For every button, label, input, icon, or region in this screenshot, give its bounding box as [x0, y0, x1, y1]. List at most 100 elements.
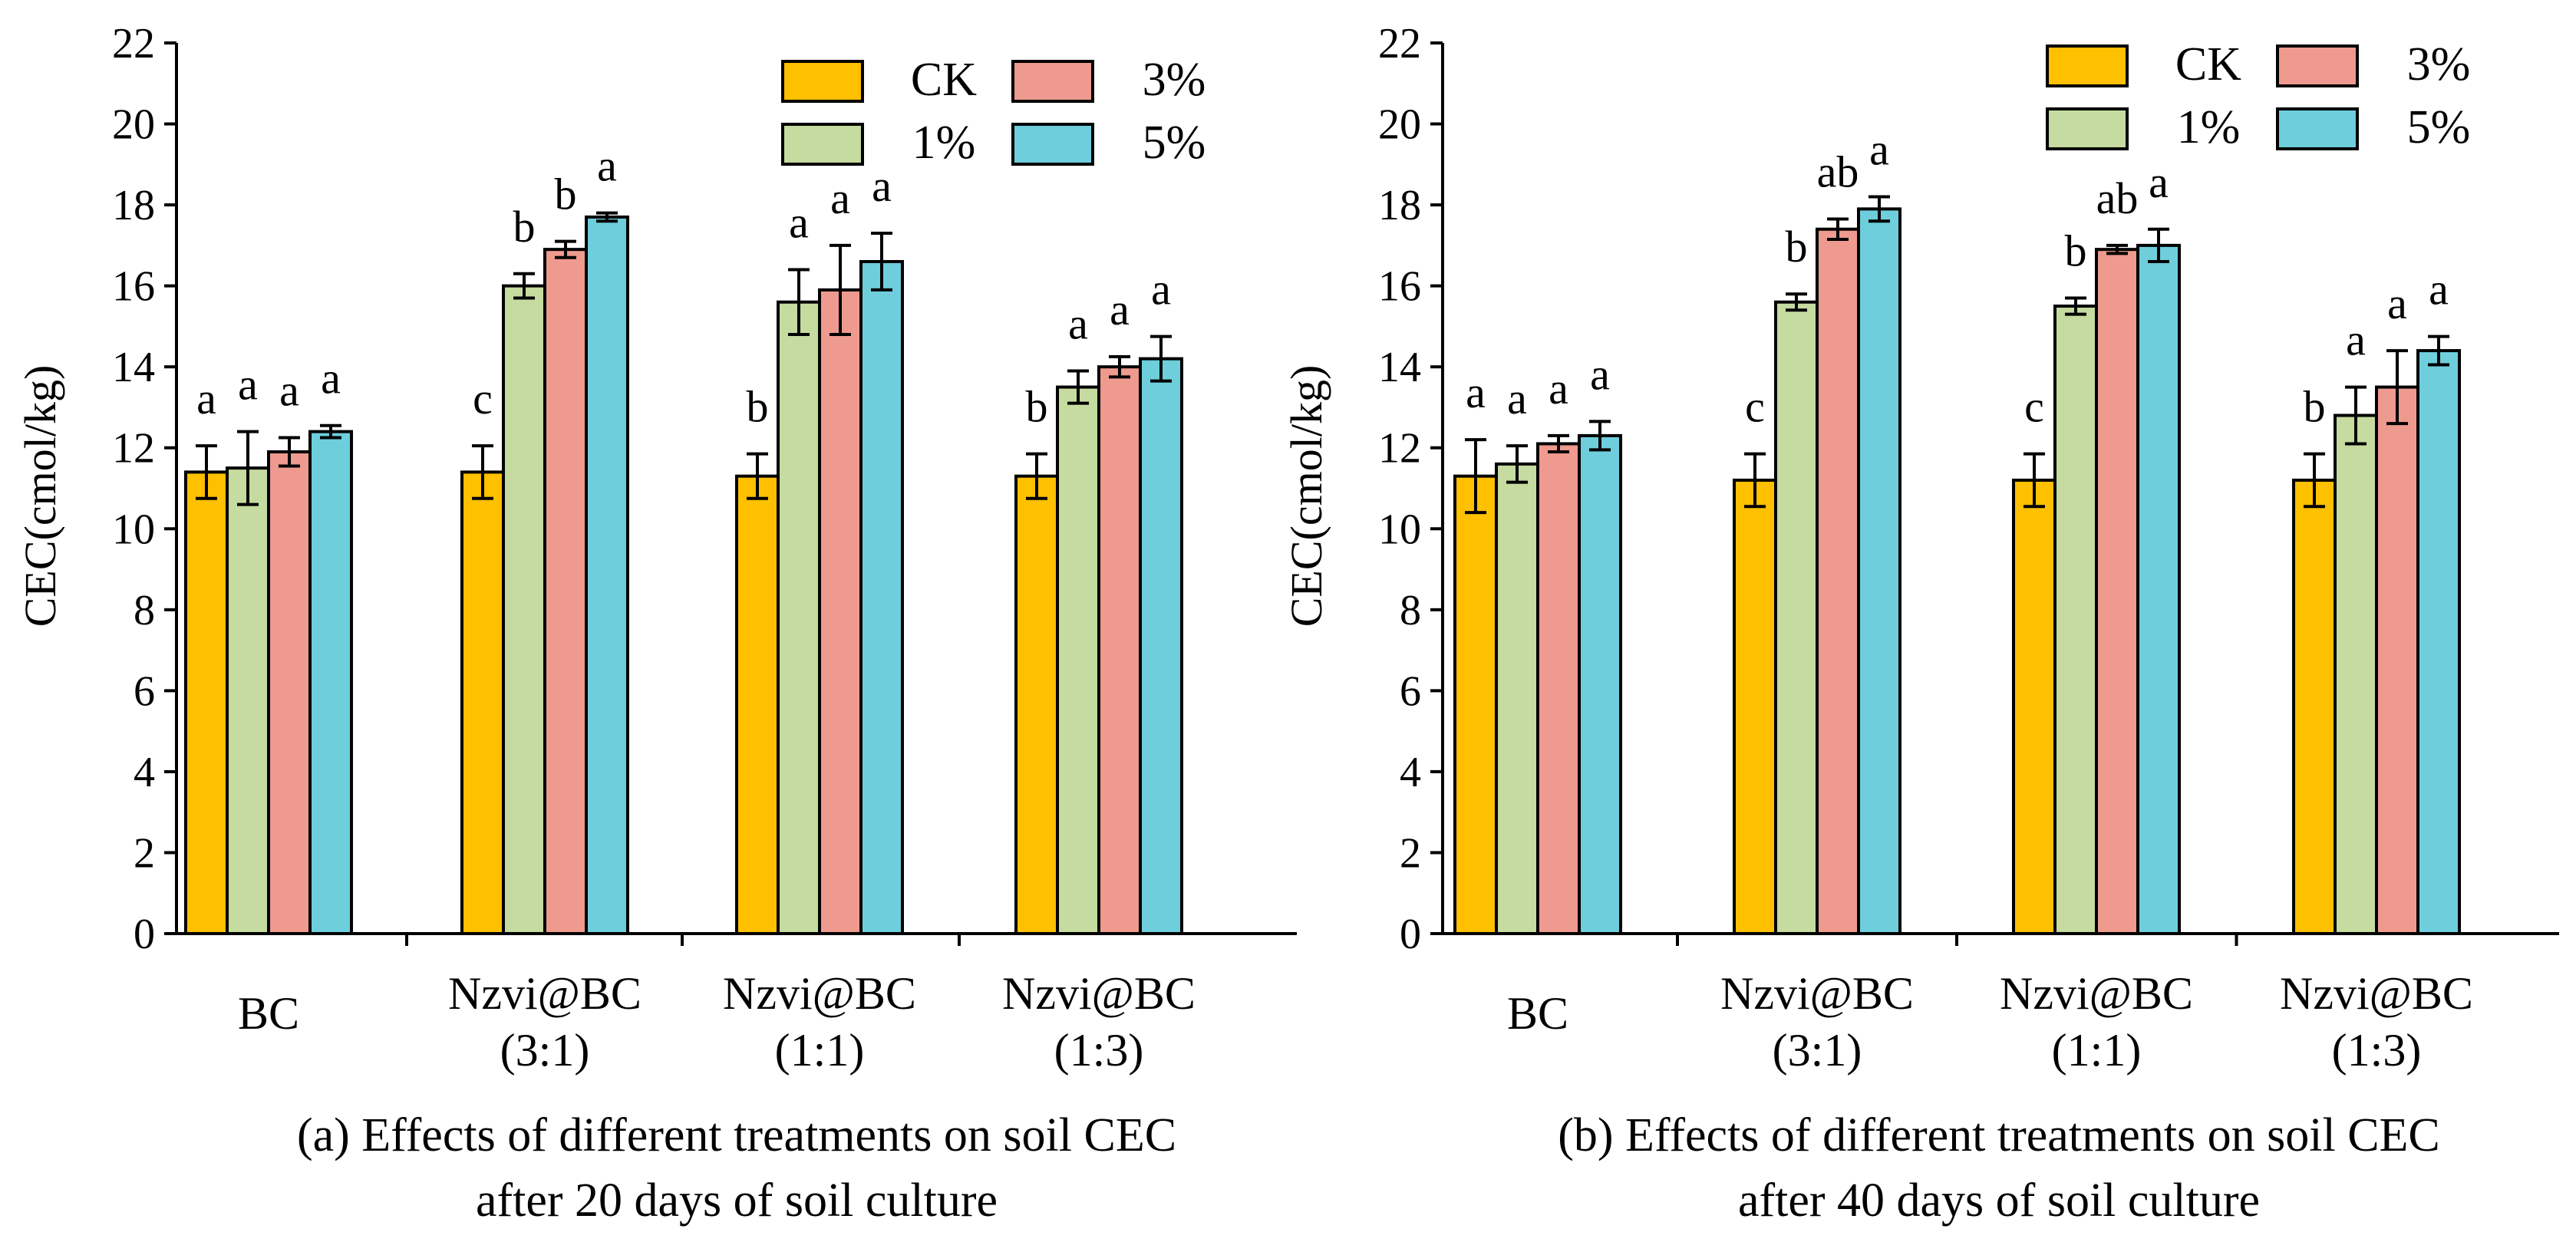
bar: [1139, 357, 1183, 935]
y-tick-label: 0: [134, 911, 155, 958]
y-tick-label: 10: [112, 506, 155, 553]
legend-label: CK: [911, 54, 977, 106]
significance-letter: b: [1786, 222, 1808, 272]
legend-swatch: [1011, 60, 1094, 103]
significance-letter: b: [2304, 382, 2326, 432]
significance-letter: c: [1745, 382, 1765, 432]
bar: [2334, 413, 2378, 935]
bar: [1014, 474, 1059, 935]
significance-letter: b: [747, 382, 769, 432]
bar: [1816, 227, 1860, 936]
significance-letter: a: [2429, 265, 2449, 315]
bar: [226, 466, 270, 935]
y-tick-label: 2: [134, 829, 155, 877]
significance-letter: a: [279, 366, 299, 416]
significance-letter: a: [1549, 364, 1568, 413]
x-category-label: Nzvi@BC: [2280, 968, 2473, 1019]
x-category-label: BC: [1507, 988, 1568, 1039]
legend-swatch: [1011, 123, 1094, 166]
x-category-label: Nzvi@BC: [2000, 968, 2193, 1019]
x-category-label-sub: (1:1): [2052, 1025, 2142, 1076]
significance-letter: a: [597, 141, 617, 191]
chart-subtitle: after 20 days of soil culture: [476, 1174, 998, 1227]
y-tick-label: 22: [1378, 20, 1421, 68]
x-category-label-sub: (3:1): [1773, 1025, 1862, 1076]
legend-label: 3%: [2407, 38, 2471, 91]
significance-letter: a: [830, 173, 850, 223]
legend-swatch: [2046, 44, 2129, 87]
y-tick-label: 16: [112, 263, 155, 311]
bar: [2375, 385, 2419, 935]
x-category-label: Nzvi@BC: [723, 968, 916, 1019]
y-tick-label: 4: [134, 749, 155, 796]
bar: [308, 430, 353, 935]
legend-swatch: [781, 123, 864, 166]
bar: [777, 300, 821, 935]
significance-letter: a: [1110, 285, 1130, 334]
bar: [543, 248, 588, 935]
bar: [1578, 433, 1622, 935]
legend-swatch: [2276, 107, 2359, 150]
y-tick-label: 8: [134, 587, 155, 634]
y-tick-label: 4: [1400, 749, 1421, 796]
significance-letter: a: [2346, 315, 2366, 365]
significance-letter: a: [2387, 278, 2407, 328]
y-tick-label: 16: [1378, 263, 1421, 311]
x-category-label: BC: [238, 988, 299, 1039]
x-category-label-sub: (3:1): [500, 1025, 590, 1076]
significance-letter: a: [238, 360, 258, 410]
bar: [460, 470, 505, 935]
bar: [184, 470, 229, 935]
y-tick-label: 0: [1400, 911, 1421, 958]
x-category-label: Nzvi@BC: [448, 968, 642, 1019]
y-tick-label: 14: [112, 344, 155, 391]
bar: [1733, 478, 1777, 935]
bar: [2012, 478, 2057, 935]
significance-letter: b: [513, 202, 536, 252]
significance-letter: a: [196, 374, 216, 423]
bar: [2095, 248, 2139, 935]
bar: [1774, 300, 1819, 935]
bar: [1097, 365, 1142, 935]
bar: [1056, 385, 1100, 935]
bar: [585, 215, 629, 935]
significance-letter: c: [473, 374, 493, 423]
significance-letter: b: [2065, 226, 2087, 275]
y-tick-label: 14: [1378, 344, 1421, 391]
x-category-label-sub: (1:3): [1054, 1025, 1144, 1076]
y-tick-label: 22: [112, 20, 155, 68]
significance-letter: a: [1869, 125, 1889, 175]
y-tick-label: 10: [1378, 506, 1421, 553]
bar: [2136, 243, 2181, 935]
chart-title: (a) Effects of different treatments on s…: [297, 1109, 1176, 1161]
bar: [1536, 442, 1581, 935]
legend-swatch: [2046, 107, 2129, 150]
significance-letter: b: [1026, 382, 1048, 432]
x-category-label: Nzvi@BC: [1002, 968, 1196, 1019]
legend-swatch: [781, 60, 864, 103]
y-tick-label: 6: [134, 667, 155, 715]
significance-letter: ab: [1817, 147, 1859, 197]
bar: [1453, 474, 1498, 935]
legend-label: CK: [2175, 38, 2241, 91]
y-tick-label: 12: [1378, 425, 1421, 473]
significance-letter: a: [789, 198, 809, 248]
bar: [859, 259, 904, 935]
y-axis-title: CEC(cmol/kg): [15, 365, 65, 628]
y-tick-label: 20: [112, 101, 155, 149]
significance-letter: a: [1466, 367, 1486, 417]
bar: [502, 284, 546, 935]
bar: [2416, 349, 2461, 935]
chart-subtitle: after 40 days of soil culture: [1738, 1174, 2260, 1227]
legend-label: 1%: [2177, 101, 2241, 153]
legend-label: 3%: [1143, 54, 1206, 106]
bar: [735, 474, 780, 935]
significance-letter: a: [1068, 298, 1088, 348]
bar: [1857, 207, 1901, 936]
bar: [2292, 478, 2337, 935]
legend-swatch: [2276, 44, 2359, 87]
significance-letter: a: [1151, 265, 1171, 315]
